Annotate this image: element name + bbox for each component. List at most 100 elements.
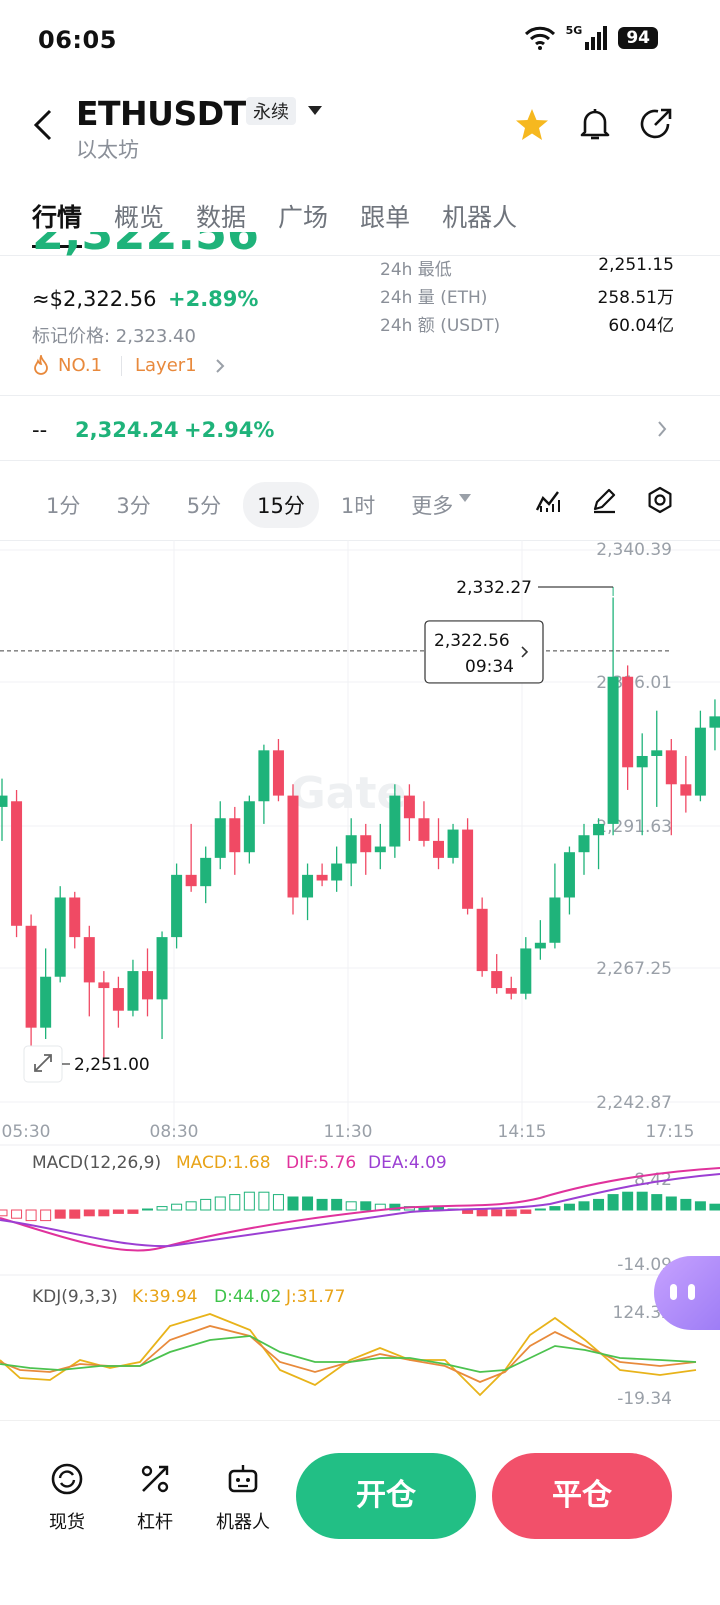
current-price-tag xyxy=(424,620,544,684)
macd-histogram-bar xyxy=(316,1198,328,1211)
candle-body xyxy=(331,863,343,881)
share-icon[interactable] xyxy=(638,106,674,142)
candle-body xyxy=(54,897,66,977)
macd-dea-line xyxy=(0,1173,720,1248)
macd-histogram-bar xyxy=(287,1196,299,1211)
indicator-icon[interactable] xyxy=(534,486,562,514)
macd-histogram-bar xyxy=(491,1209,503,1217)
last-price: 2,322.56 xyxy=(32,232,259,268)
macd-histogram-bar xyxy=(345,1201,357,1211)
candle-body xyxy=(229,818,241,853)
time-axis-label: 14:15 xyxy=(498,1122,547,1142)
interval-selector: 1分 3分 5分 15分 1时 更多 xyxy=(32,482,467,528)
section-divider xyxy=(0,395,720,396)
candle-body xyxy=(651,750,663,756)
interval-3m[interactable]: 3分 xyxy=(116,494,151,518)
macd-histogram-bar xyxy=(69,1209,81,1219)
open-position-button[interactable]: 开仓 xyxy=(296,1453,476,1539)
interval-5m[interactable]: 5分 xyxy=(186,494,222,518)
candle-body xyxy=(287,795,299,898)
index-price[interactable]: 2,324.24 xyxy=(75,418,179,442)
macd-histogram-bar xyxy=(302,1196,314,1211)
star-icon[interactable] xyxy=(514,108,550,142)
candle-body xyxy=(505,988,517,994)
candle-body xyxy=(607,676,619,824)
caret-down-icon[interactable] xyxy=(459,494,471,502)
tab-bot[interactable]: 机器人 xyxy=(442,203,518,232)
macd-histogram-bar xyxy=(360,1201,372,1211)
macd-histogram-bar xyxy=(694,1201,706,1211)
settings-icon[interactable] xyxy=(646,486,674,514)
macd-histogram-bar xyxy=(272,1194,284,1211)
pencil-icon[interactable] xyxy=(590,486,618,514)
chevron-right-icon[interactable] xyxy=(214,358,226,374)
bubble-eye xyxy=(670,1284,677,1300)
candle-body xyxy=(25,925,37,1028)
macd-histogram-bar xyxy=(680,1198,692,1211)
stat-24h-low: 24h 最低 2,251.15 xyxy=(380,255,674,280)
candle-body xyxy=(418,818,430,841)
tab-overview[interactable]: 概览 xyxy=(114,203,165,232)
chart-top-divider xyxy=(0,540,720,541)
time-axis-label: 17:15 xyxy=(646,1122,695,1142)
price-axis-label: 2,242.87 xyxy=(596,1093,672,1113)
macd-histogram-bar xyxy=(112,1209,124,1214)
kdj-title: KDJ(9,3,3) xyxy=(32,1287,118,1307)
assistant-bubble[interactable] xyxy=(654,1256,720,1330)
stat-value: 60.04亿 xyxy=(608,316,674,336)
tab-square[interactable]: 广场 xyxy=(278,203,329,232)
asset-name: 以太坊 xyxy=(76,138,139,162)
main-tabs: 行情 概览 数据 广场 跟单 机器人 xyxy=(32,198,518,248)
candle-body xyxy=(403,795,415,819)
macd-title: MACD(12,26,9) xyxy=(32,1153,161,1173)
candle-body xyxy=(11,801,23,926)
candle-body xyxy=(258,750,270,802)
chevron-right-icon[interactable] xyxy=(656,420,668,438)
caret-down-icon[interactable] xyxy=(308,106,322,115)
candle-body xyxy=(127,971,139,1011)
candle-body xyxy=(534,942,546,949)
sector-tag[interactable]: Layer1 xyxy=(135,355,197,376)
interval-more[interactable]: 更多 xyxy=(411,494,454,518)
kdj-k-line xyxy=(0,1325,697,1383)
candle-body xyxy=(142,971,153,1000)
macd-histogram-bar xyxy=(651,1194,663,1211)
macd-histogram-bar xyxy=(563,1203,575,1211)
candle-body xyxy=(549,897,561,943)
candle-body xyxy=(433,840,444,858)
macd-histogram-bar xyxy=(622,1191,634,1211)
current-price-tag-time: 09:34 xyxy=(465,657,514,677)
rank-badge[interactable]: NO.1 xyxy=(58,355,103,376)
stat-label: 24h 量 (ETH) xyxy=(380,288,488,308)
leverage-button[interactable]: 杠杆 xyxy=(120,1461,190,1534)
index-prefix: -- xyxy=(32,418,48,442)
macd-histogram-bar xyxy=(520,1209,532,1214)
spot-button[interactable]: 现货 xyxy=(32,1461,102,1534)
candle-body xyxy=(462,829,474,909)
pair-symbol[interactable]: ETHUSDT xyxy=(76,94,246,133)
candle-body xyxy=(520,948,532,994)
chevron-right-icon xyxy=(521,646,529,658)
macd-histogram-bar xyxy=(25,1209,37,1222)
macd-histogram-bar xyxy=(534,1208,546,1211)
bot-button[interactable]: 机器人 xyxy=(208,1461,278,1534)
interval-15m[interactable]: 15分 xyxy=(243,482,319,528)
network-label: 5G xyxy=(565,23,583,37)
contract-type-tag[interactable]: 永续 xyxy=(246,97,296,125)
macd-histogram-bar xyxy=(11,1209,23,1219)
price-chart[interactable]: Gate2,340.392,316.012,291.632,267.252,24… xyxy=(0,540,720,1420)
interval-1m[interactable]: 1分 xyxy=(46,494,81,518)
macd-histogram-bar xyxy=(54,1209,66,1219)
macd-dif: DIF:5.76 xyxy=(286,1153,356,1173)
interval-1h[interactable]: 1时 xyxy=(340,494,376,518)
tab-market[interactable]: 行情 xyxy=(32,198,83,248)
tab-data[interactable]: 数据 xyxy=(196,203,247,232)
close-position-button[interactable]: 平仓 xyxy=(492,1453,672,1539)
spot-label: 现货 xyxy=(49,1512,85,1533)
back-arrow-icon[interactable] xyxy=(30,108,56,142)
macd-histogram-bar xyxy=(83,1209,95,1217)
tab-copy-trade[interactable]: 跟单 xyxy=(360,203,411,232)
mark-price: 标记价格: 2,323.40 xyxy=(32,326,196,347)
macd-axis-bottom: -14.09 xyxy=(617,1255,672,1275)
bell-icon[interactable] xyxy=(578,106,612,142)
